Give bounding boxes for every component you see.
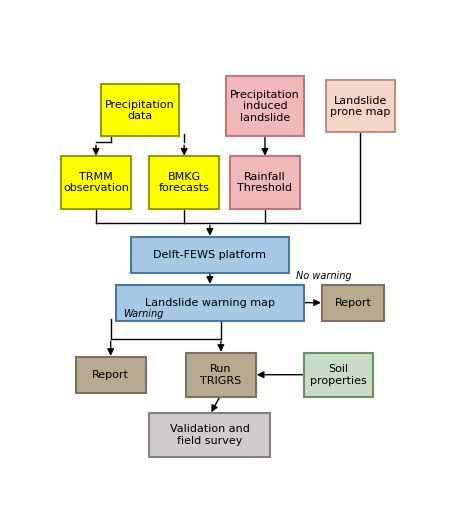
FancyBboxPatch shape — [230, 157, 300, 209]
FancyBboxPatch shape — [101, 84, 179, 136]
Text: No warning: No warning — [296, 270, 352, 281]
FancyBboxPatch shape — [303, 353, 374, 397]
FancyBboxPatch shape — [116, 284, 303, 321]
FancyBboxPatch shape — [61, 157, 131, 209]
FancyBboxPatch shape — [322, 284, 384, 321]
Text: Report: Report — [335, 297, 372, 308]
Text: Validation and
field survey: Validation and field survey — [170, 424, 250, 446]
Text: Soil
properties: Soil properties — [310, 364, 367, 385]
Text: Warning: Warning — [124, 309, 164, 319]
Text: TRMM
observation: TRMM observation — [63, 172, 129, 193]
Text: Rainfall
Threshold: Rainfall Threshold — [237, 172, 292, 193]
FancyBboxPatch shape — [227, 76, 303, 136]
Text: BMKG
forecasts: BMKG forecasts — [159, 172, 210, 193]
Text: Precipitation
induced
landslide: Precipitation induced landslide — [230, 90, 300, 123]
Text: Run
TRIGRS: Run TRIGRS — [200, 364, 242, 385]
FancyBboxPatch shape — [186, 353, 256, 397]
FancyBboxPatch shape — [149, 157, 219, 209]
Text: Precipitation
data: Precipitation data — [105, 100, 175, 121]
Text: Landslide
prone map: Landslide prone map — [330, 96, 391, 117]
FancyBboxPatch shape — [149, 413, 271, 457]
Text: Report: Report — [92, 370, 129, 380]
FancyBboxPatch shape — [326, 81, 395, 133]
FancyBboxPatch shape — [131, 237, 289, 272]
Text: Delft-FEWS platform: Delft-FEWS platform — [154, 250, 266, 259]
FancyBboxPatch shape — [76, 357, 146, 393]
Text: Landslide warning map: Landslide warning map — [145, 297, 275, 308]
